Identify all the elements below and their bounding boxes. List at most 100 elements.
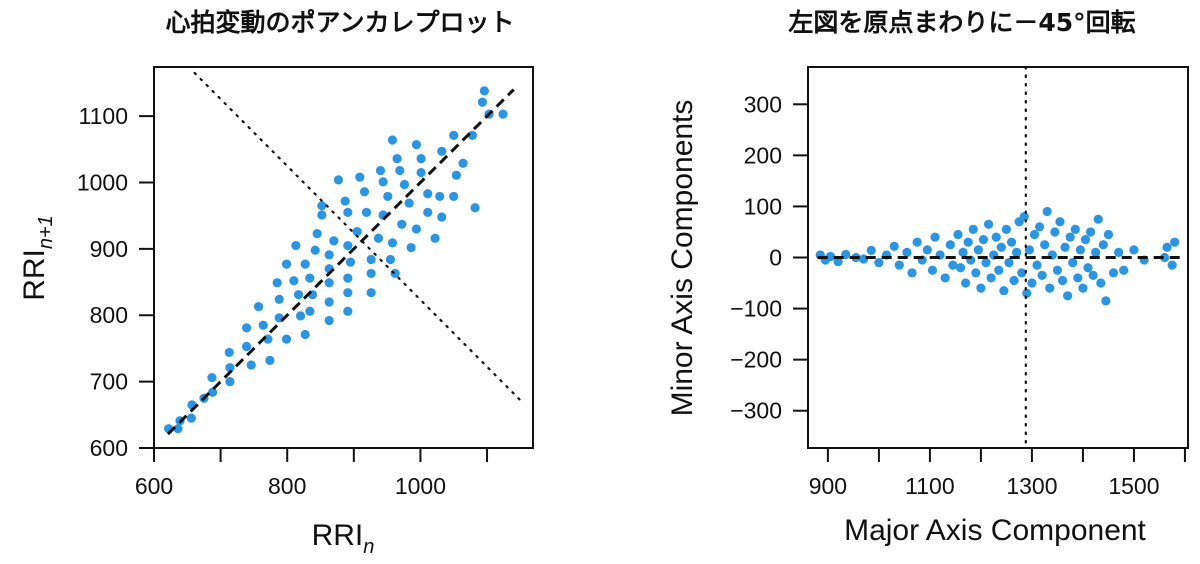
data-point	[333, 175, 344, 185]
data-point	[241, 341, 252, 352]
data-point	[981, 258, 991, 268]
data-point	[397, 219, 407, 229]
data-point	[416, 167, 426, 178]
data-point	[1065, 232, 1075, 242]
data-point	[1040, 240, 1050, 250]
data-point	[305, 306, 315, 316]
right-x-axis-label: Major Axis Component	[844, 514, 1146, 547]
data-point	[1093, 214, 1103, 224]
left-y-axis-label: RRIn+1	[18, 215, 57, 301]
data-point	[1108, 268, 1119, 278]
data-point	[324, 297, 334, 307]
x-tick-label: 1500	[1108, 473, 1159, 499]
y-tick-label: 800	[90, 302, 128, 328]
data-point	[355, 172, 365, 182]
data-point	[383, 191, 393, 202]
data-point	[498, 109, 508, 119]
data-point	[281, 334, 292, 344]
data-point	[458, 158, 468, 168]
data-point	[1027, 278, 1037, 288]
x-tick-label: 1100	[905, 473, 954, 499]
data-point	[958, 247, 968, 257]
data-point	[281, 259, 292, 269]
data-point	[1001, 224, 1012, 235]
data-point	[477, 97, 487, 107]
data-point	[1070, 224, 1080, 235]
data-point	[894, 260, 904, 270]
data-point	[343, 273, 353, 283]
y-tick-label: 1000	[77, 169, 128, 195]
right-plot: 900 1100 1300 1500 −300 −200 −100 0 100 200 300	[730, 65, 1189, 499]
data-point	[449, 191, 459, 202]
data-point	[1032, 260, 1042, 270]
data-point	[930, 232, 940, 242]
x-tick-label: 900	[809, 473, 847, 499]
data-point	[961, 278, 971, 288]
data-point	[948, 260, 958, 270]
data-point	[912, 237, 922, 247]
y-tick-label: −300	[730, 398, 782, 424]
data-point	[291, 240, 301, 251]
data-point	[1006, 237, 1017, 247]
data-point	[945, 240, 955, 250]
left-plot: 600 800 1000 600 700 800 900 1000 1100	[77, 66, 534, 499]
data-point	[312, 229, 322, 239]
data-point	[1004, 258, 1014, 268]
data-point	[994, 265, 1004, 275]
data-point	[1068, 258, 1078, 268]
data-point	[449, 130, 459, 140]
data-point	[1057, 275, 1068, 286]
data-point	[1080, 235, 1091, 245]
data-point	[253, 302, 264, 312]
data-point	[866, 245, 876, 255]
data-point	[352, 227, 362, 237]
data-point	[274, 294, 284, 304]
data-point	[406, 242, 416, 253]
data-point	[411, 224, 422, 234]
data-point	[343, 306, 353, 316]
data-point	[423, 189, 433, 199]
data-point	[246, 360, 256, 370]
data-point	[324, 315, 334, 326]
data-point	[345, 257, 356, 267]
data-point	[343, 207, 353, 217]
data-point	[1167, 260, 1177, 270]
x-tick-label: 1000	[395, 473, 446, 499]
data-point	[978, 235, 989, 245]
data-point	[1045, 283, 1055, 293]
data-point	[971, 268, 981, 278]
data-point	[1170, 237, 1180, 247]
data-point	[1034, 222, 1045, 232]
data-point	[395, 165, 405, 176]
data-point	[999, 286, 1009, 296]
data-point	[317, 210, 327, 220]
dotted-reference-line	[193, 71, 522, 402]
data-point	[387, 238, 398, 248]
data-point	[310, 245, 320, 255]
data-point	[1114, 247, 1124, 257]
data-point	[991, 232, 1001, 242]
data-point	[479, 86, 489, 96]
data-point	[411, 140, 422, 150]
left-chart-title: 心拍変動のポアンカレプロット	[165, 8, 514, 37]
data-point	[361, 207, 372, 217]
data-point	[833, 256, 843, 267]
y-tick-label: 600	[90, 435, 128, 461]
data-point	[963, 237, 973, 247]
data-point	[366, 268, 376, 279]
data-point	[996, 242, 1006, 252]
data-point	[1162, 242, 1172, 252]
data-point	[1073, 273, 1083, 283]
data-point	[1055, 217, 1065, 227]
data-point	[973, 245, 983, 255]
y-tick-label: 1100	[79, 103, 128, 129]
data-point	[430, 233, 440, 243]
data-point	[1159, 252, 1170, 263]
data-point	[387, 135, 398, 145]
data-point	[435, 191, 445, 202]
right-y-axis-label: Minor Axis Components	[666, 100, 699, 417]
data-point	[404, 198, 414, 208]
data-point	[1042, 206, 1052, 217]
data-point	[1085, 227, 1096, 237]
data-point	[1096, 278, 1106, 288]
